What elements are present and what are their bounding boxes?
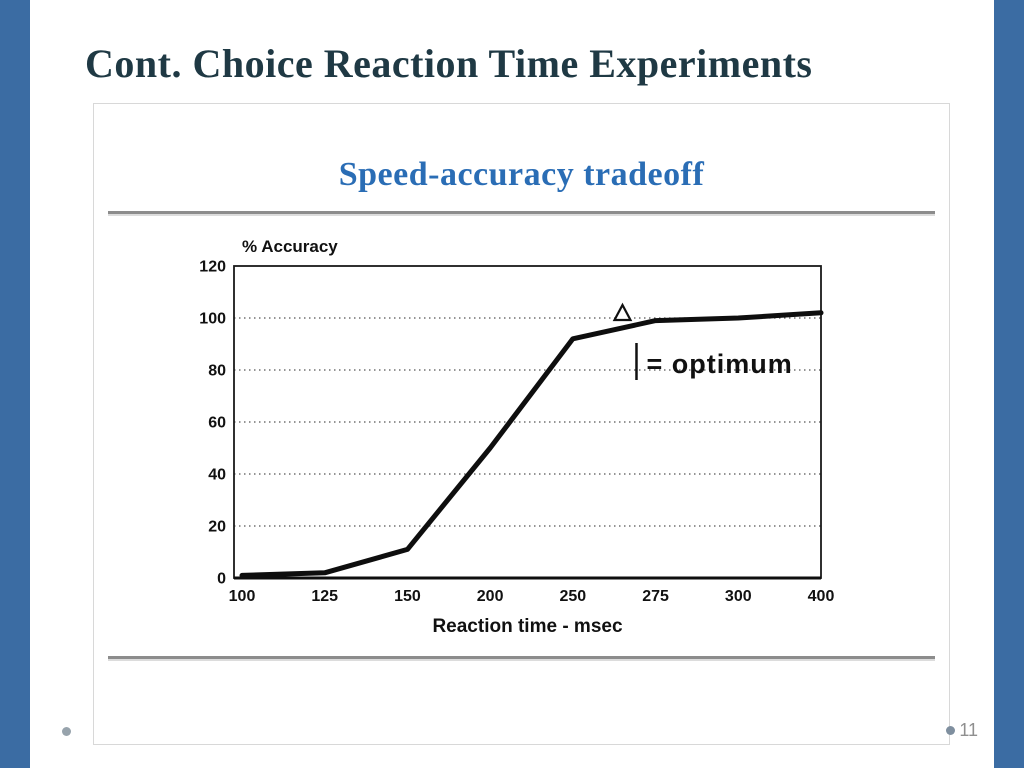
- y-tick-label: 100: [199, 311, 226, 328]
- x-tick-label: 400: [808, 588, 835, 605]
- slide-number: 11: [946, 720, 978, 741]
- figure-heading: Speed-accuracy tradeoff: [338, 156, 705, 193]
- x-tick-label: 200: [477, 588, 504, 605]
- y-axis-title: % Accuracy: [242, 237, 338, 256]
- embedded-figure: Speed-accuracy tradeoff 0 20 40 60 80 100 120 1…: [93, 103, 950, 745]
- plot-border: [233, 265, 822, 579]
- accuracy-line: [239, 310, 824, 578]
- page-dot-icon: [946, 726, 956, 735]
- x-tick-label: 275: [642, 588, 669, 605]
- bullet-dot-icon: [62, 727, 71, 736]
- slide: Cont. Choice Reaction Time Experiments S…: [30, 0, 994, 768]
- divider-bottom: [108, 656, 935, 661]
- y-tick-label: 80: [208, 363, 226, 380]
- x-tick-label: 150: [394, 588, 421, 605]
- slide-title: Cont. Choice Reaction Time Experiments: [85, 41, 813, 86]
- y-tick-label: 60: [208, 415, 226, 432]
- x-tick-label: 125: [311, 588, 338, 605]
- optimum-marker-icon: [612, 302, 633, 322]
- y-tick-label: 40: [208, 467, 226, 484]
- speed-accuracy-chart: 0 20 40 60 80 100 120 100 125 150 200 250 275 300 400%…: [199, 237, 835, 637]
- page-number-text: 11: [959, 720, 978, 740]
- x-tick-label: 250: [560, 588, 587, 605]
- x-tick-label: 300: [725, 588, 752, 605]
- y-tick-label: 120: [199, 259, 226, 276]
- x-tick-label: 100: [229, 588, 256, 605]
- divider-top: [108, 211, 935, 216]
- optimum-annotation-label: = optimum: [646, 349, 792, 379]
- y-tick-label: 0: [217, 571, 226, 588]
- y-tick-label: 20: [208, 519, 226, 536]
- x-axis-title: Reaction time - msec: [432, 616, 622, 637]
